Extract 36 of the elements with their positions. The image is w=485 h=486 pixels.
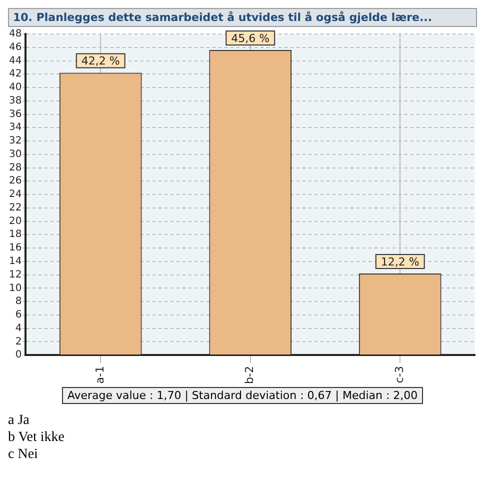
text: a Ja [8, 412, 30, 429]
y-tick-label: 10 [8, 282, 22, 294]
y-tick-label: 32 [8, 136, 22, 147]
data-label: 42,2 % [81, 54, 120, 68]
y-tick-label: 16 [8, 242, 22, 254]
data-label: 12,2 % [380, 255, 420, 268]
x-tick-label: b-2 [243, 366, 256, 384]
y-tick-label: 40 [8, 82, 22, 94]
text: Average value : 1,70 | Standard deviation : 0,67 | Median : 2,00 [62, 387, 423, 404]
y-tick-label: 14 [8, 256, 22, 268]
y-tick-label: 12 [8, 269, 22, 280]
x-tick-label: a-1 [93, 366, 106, 384]
text: b Vet ikke [8, 429, 66, 446]
y-tick-label: 44 [8, 55, 22, 66]
y-tick-label: 30 [8, 148, 22, 160]
y-tick-label: 2 [15, 336, 22, 348]
y-tick-label: 46 [8, 42, 22, 53]
y-tick-label: 8 [15, 296, 22, 308]
y-tick-label: 24 [8, 189, 22, 200]
text: c Nei [8, 446, 39, 463]
data-label: 45,6 % [231, 32, 270, 45]
y-tick-label: 20 [8, 216, 22, 227]
y-tick-label: 0 [15, 350, 22, 361]
y-tick-label: 6 [15, 310, 22, 321]
y-tick-label: 42 [8, 68, 22, 80]
x-tick-label: c-3 [392, 366, 406, 384]
y-tick-label: 38 [8, 95, 22, 106]
y-tick-label: 28 [8, 162, 22, 174]
y-tick-label: 34 [8, 122, 22, 134]
y-tick-label: 26 [8, 176, 22, 187]
y-tick-label: 18 [8, 229, 22, 240]
y-tick-label: 36 [8, 108, 22, 120]
y-tick-label: 22 [8, 202, 22, 214]
y-tick-label: 48 [8, 28, 22, 40]
y-tick-label: 4 [15, 322, 22, 334]
chart-title: 10. Planlegges dette samarbeidet å utvides til å også gjelde lære... [8, 8, 477, 27]
